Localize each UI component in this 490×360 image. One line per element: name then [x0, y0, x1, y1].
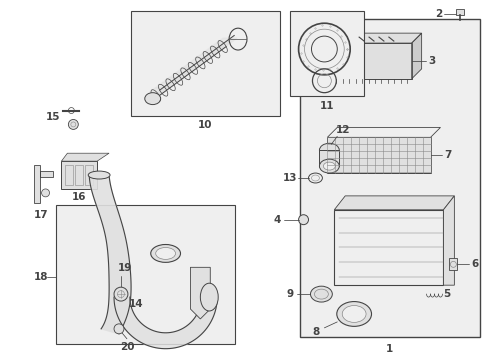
- Bar: [75, 165, 83, 185]
- Text: 8: 8: [313, 327, 320, 337]
- Polygon shape: [189, 58, 210, 63]
- Ellipse shape: [319, 159, 339, 173]
- Polygon shape: [196, 53, 217, 58]
- Text: 7: 7: [445, 150, 452, 160]
- Text: 2: 2: [435, 9, 442, 19]
- Polygon shape: [327, 127, 441, 137]
- Bar: [56, 205, 235, 344]
- Polygon shape: [443, 196, 454, 285]
- Text: 11: 11: [319, 100, 334, 111]
- Bar: [336, 43, 412, 79]
- Polygon shape: [412, 33, 421, 79]
- Ellipse shape: [323, 162, 335, 170]
- Polygon shape: [149, 88, 170, 93]
- Bar: [449, 258, 457, 270]
- Bar: [456, 9, 465, 15]
- Circle shape: [69, 120, 78, 129]
- Ellipse shape: [200, 283, 218, 311]
- Polygon shape: [203, 48, 223, 53]
- Ellipse shape: [342, 306, 366, 323]
- Text: 20: 20: [120, 342, 134, 352]
- Text: 15: 15: [46, 112, 61, 122]
- Polygon shape: [191, 267, 210, 319]
- Ellipse shape: [319, 143, 339, 157]
- Polygon shape: [155, 83, 176, 88]
- Text: 13: 13: [282, 173, 297, 183]
- Polygon shape: [183, 63, 203, 68]
- Text: 19: 19: [118, 263, 132, 273]
- Text: 6: 6: [471, 259, 479, 269]
- Polygon shape: [176, 68, 196, 73]
- Polygon shape: [61, 153, 109, 161]
- Bar: [85, 165, 93, 185]
- Ellipse shape: [311, 286, 332, 302]
- Text: 12: 12: [336, 125, 350, 135]
- Bar: [334, 210, 443, 285]
- Text: 14: 14: [128, 299, 143, 309]
- Text: 3: 3: [428, 56, 435, 66]
- Ellipse shape: [88, 171, 110, 179]
- Polygon shape: [162, 78, 183, 83]
- Polygon shape: [34, 165, 53, 203]
- Text: 18: 18: [33, 272, 48, 282]
- Circle shape: [114, 287, 128, 301]
- Bar: [65, 165, 74, 185]
- Circle shape: [114, 324, 124, 334]
- Polygon shape: [114, 297, 217, 349]
- Text: 9: 9: [286, 289, 293, 299]
- Polygon shape: [217, 38, 237, 43]
- Text: 4: 4: [273, 215, 280, 225]
- Bar: [290, 11, 364, 96]
- Polygon shape: [89, 175, 131, 334]
- Bar: [319, 150, 339, 166]
- Polygon shape: [336, 33, 421, 43]
- Ellipse shape: [151, 244, 180, 262]
- Bar: [61, 161, 97, 189]
- Text: 17: 17: [34, 210, 49, 220]
- Bar: [131, 11, 280, 116]
- Ellipse shape: [156, 247, 175, 260]
- Circle shape: [298, 215, 309, 225]
- Circle shape: [42, 189, 49, 197]
- Polygon shape: [210, 43, 230, 48]
- Ellipse shape: [337, 302, 371, 327]
- Polygon shape: [169, 73, 190, 78]
- Bar: [299, 19, 480, 337]
- Text: 5: 5: [443, 289, 450, 299]
- Ellipse shape: [145, 93, 161, 105]
- Bar: [327, 137, 431, 173]
- Polygon shape: [334, 196, 454, 210]
- Polygon shape: [151, 36, 234, 101]
- Text: 1: 1: [386, 344, 393, 354]
- Text: 10: 10: [198, 121, 213, 130]
- Text: 16: 16: [72, 192, 87, 202]
